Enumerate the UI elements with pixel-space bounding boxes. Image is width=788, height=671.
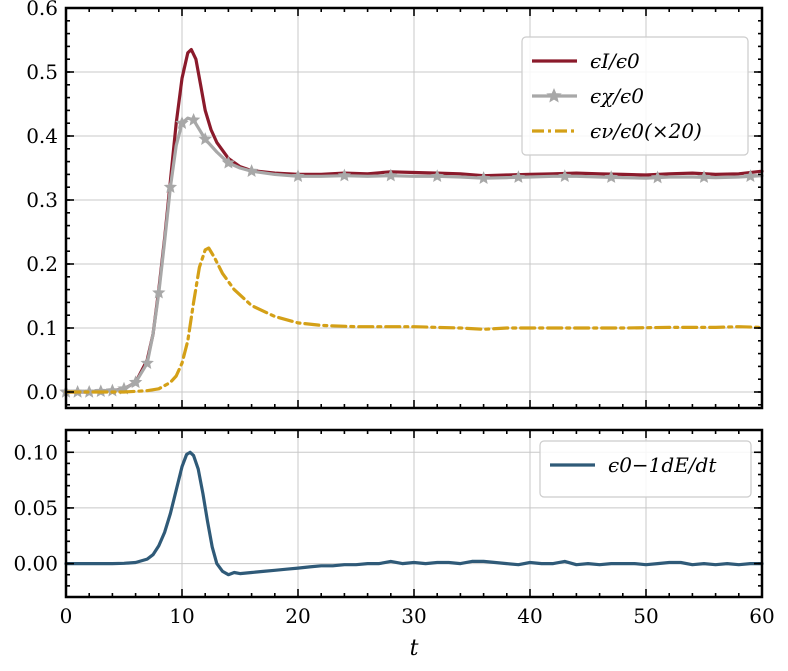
top-series-marker — [558, 169, 572, 183]
top-series-marker — [511, 170, 526, 183]
y-tick-label: 0.00 — [13, 552, 58, 576]
top-legend-marker — [546, 87, 562, 103]
top-series-marker — [128, 375, 143, 389]
top-series-marker — [175, 116, 189, 129]
top-series-marker — [384, 168, 398, 182]
x-tick-label: 10 — [169, 604, 194, 628]
bottom-panel: 0 10 20 30 40 50 60 0.00 0.05 0.10 ϵ0−1dE/dt — [13, 428, 775, 628]
bottom-series-group — [64, 450, 764, 577]
x-tick-label: 50 — [633, 604, 658, 628]
top-legend-box — [521, 36, 749, 156]
top-series-marker — [743, 169, 758, 183]
x-tick-label: 40 — [517, 604, 542, 628]
top-series-marker — [163, 180, 178, 193]
top-series-marker — [337, 168, 352, 182]
bot-legend-box — [539, 440, 752, 498]
y-tick-label: 0.3 — [26, 188, 58, 212]
y-tick-label: 0.4 — [26, 124, 58, 148]
y-tick-label: 0.05 — [13, 496, 58, 520]
top-series-marker — [604, 170, 618, 183]
top-series-marker — [650, 170, 665, 184]
bottom-ticks: 0 10 20 30 40 50 60 0.00 0.05 0.10 — [13, 429, 775, 628]
top-series-marker — [430, 169, 444, 183]
top-series-marker — [476, 171, 491, 184]
x-tick-label: 30 — [401, 604, 426, 628]
top-legend-label-2: ϵν/ϵ0(×20) — [590, 119, 702, 143]
top-series-marker — [221, 155, 236, 169]
x-tick-label: 20 — [285, 604, 310, 628]
top-series-marker — [198, 132, 212, 145]
x-tick-label: 0 — [60, 604, 73, 628]
top-plot-frame — [64, 6, 764, 410]
top-series-marker — [186, 112, 201, 126]
bottom-plot-frame — [64, 428, 764, 599]
y-tick-label: 0.2 — [26, 252, 58, 276]
top-series-group — [59, 48, 764, 398]
y-tick-label: 0.0 — [26, 380, 58, 404]
top-series-marker — [140, 356, 154, 369]
top-legend: ϵI/ϵ0 ϵχ/ϵ0 ϵν/ϵ0(×20) — [521, 36, 749, 156]
top-legend-label-0: ϵI/ϵ0 — [590, 49, 640, 73]
top-series-marker — [105, 383, 120, 397]
top-panel: 0.0 0.1 0.2 0.3 0.4 0.5 0.6 ϵI/ϵ0 ϵχ/ϵ0 ϵν/ϵ0(×2… — [26, 0, 764, 410]
bot-series-line-0 — [64, 450, 764, 577]
top-series-marker — [697, 170, 711, 183]
bot-legend-label-0: ϵ0−1dE/dt — [608, 453, 717, 477]
y-tick-label: 0.6 — [26, 0, 58, 20]
x-axis-label: t — [410, 636, 419, 661]
top-series-marker — [291, 169, 305, 183]
y-tick-label: 0.10 — [13, 440, 58, 464]
top-series-marker — [244, 164, 259, 177]
y-tick-label: 0.1 — [26, 316, 58, 340]
top-series-marker — [152, 285, 166, 299]
x-tick-label: 60 — [749, 604, 774, 628]
y-tick-label: 0.5 — [26, 60, 58, 84]
bottom-legend: ϵ0−1dE/dt — [539, 440, 752, 498]
top-legend-label-1: ϵχ/ϵ0 — [590, 84, 644, 108]
top-series-line-1 — [64, 116, 764, 394]
top-series-line-2 — [64, 246, 764, 394]
